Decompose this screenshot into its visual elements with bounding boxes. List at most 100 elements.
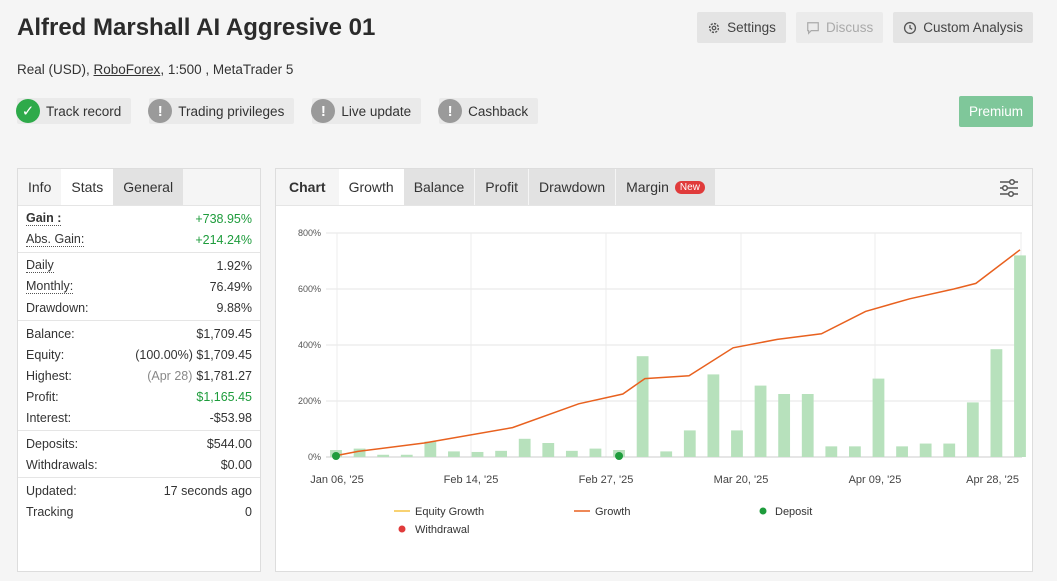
stat-withdrawals: Withdrawals: $0.00: [18, 454, 260, 475]
growth-line: [335, 249, 1021, 457]
badge-label: Trading privileges: [178, 103, 285, 119]
chart-bar: [518, 438, 531, 457]
monthly-label[interactable]: Monthly:: [26, 279, 74, 294]
stats-panel: Info Stats General Gain : +738.95% Abs. G…: [17, 168, 261, 572]
check-icon: ✓: [16, 99, 40, 123]
y-tick-label: 800%: [298, 228, 321, 238]
balance-label: Balance:: [26, 326, 75, 341]
drawdown-label: Drawdown:: [26, 300, 89, 315]
interest-label: Interest:: [26, 410, 72, 425]
chart-bar: [943, 443, 956, 457]
account-type: Real (USD),: [17, 62, 94, 77]
chart-bar: [589, 448, 602, 457]
withdrawals-value: $0.00: [220, 457, 252, 472]
stat-gain: Gain : +738.95%: [18, 208, 260, 229]
x-tick-label: Feb 14, '25: [444, 474, 499, 486]
stat-interest: Interest: -$53.98: [18, 407, 260, 428]
x-tick-label: Mar 20, '25: [714, 474, 769, 486]
new-badge: New: [674, 180, 705, 194]
page-title: Alfred Marshall AI Aggresive 01: [17, 14, 376, 41]
badge-trading-privileges[interactable]: ! Trading privileges: [148, 98, 295, 124]
clock-icon: [904, 21, 917, 34]
x-tick-label: Jan 06, '25: [310, 474, 363, 486]
y-tick-label: 600%: [298, 284, 321, 294]
deposit-group: Deposits: $544.00 Withdrawals: $0.00: [18, 431, 260, 478]
tab-info[interactable]: Info: [18, 169, 62, 205]
equity-percent: (100.00%): [135, 347, 193, 362]
chart-bar: [801, 394, 814, 457]
chart-bar: [707, 374, 720, 457]
broker-link[interactable]: RoboForex: [93, 62, 161, 77]
stat-balance: Balance: $1,709.45: [18, 323, 260, 344]
custom-analysis-button[interactable]: Custom Analysis: [893, 12, 1033, 43]
account-info: Real (USD), RoboForex, 1:500 , MetaTrade…: [17, 62, 293, 77]
badge-cashback[interactable]: ! Cashback: [438, 98, 539, 124]
deposits-value: $544.00: [206, 436, 252, 451]
chart-bar: [754, 385, 767, 457]
chart-bar: [966, 402, 979, 457]
highest-value: $1,781.27: [196, 368, 252, 383]
chart-heading: Chart: [289, 179, 326, 195]
stat-abs-gain: Abs. Gain: +214.24%: [18, 229, 260, 250]
daily-label[interactable]: Daily: [26, 258, 54, 273]
tracking-label: Tracking: [26, 504, 74, 519]
chart-bar: [660, 451, 673, 457]
equity-value: $1,709.45: [196, 347, 252, 362]
legend-deposit-label: Deposit: [775, 506, 812, 518]
discuss-button[interactable]: Discuss: [795, 12, 884, 43]
chat-icon: [807, 21, 819, 35]
stat-monthly: Monthly: 76.49%: [18, 276, 260, 297]
stat-tracking: Tracking 0: [18, 501, 260, 522]
monthly-value: 76.49%: [209, 279, 252, 294]
stat-highest: Highest: (Apr 28) $1,781.27: [18, 365, 260, 386]
chart-bar: [400, 454, 413, 457]
gain-value: +738.95%: [195, 211, 252, 226]
update-group: Updated: 17 seconds ago Tracking 0: [18, 478, 260, 524]
chart-bar: [990, 349, 1003, 457]
badge-track-record[interactable]: ✓ Track record: [16, 98, 132, 124]
abs-gain-label[interactable]: Abs. Gain:: [26, 232, 85, 247]
abs-gain-value: +214.24%: [195, 232, 252, 247]
equity-label: Equity:: [26, 347, 65, 362]
y-tick-label: 200%: [298, 396, 321, 406]
chart-bar: [542, 443, 555, 457]
discuss-label: Discuss: [825, 20, 874, 35]
tab-general[interactable]: General: [113, 169, 184, 205]
stats-tabs: Info Stats General: [18, 169, 260, 206]
tab-margin[interactable]: Margin New: [616, 169, 716, 205]
badge-label: Live update: [341, 103, 412, 119]
header-actions: Settings Discuss Custom Analysis: [697, 12, 1033, 43]
withdrawals-label: Withdrawals:: [26, 457, 98, 472]
tab-drawdown[interactable]: Drawdown: [528, 169, 617, 205]
chart-bar: [919, 443, 932, 457]
deposit-marker: [332, 452, 340, 460]
balance-group: Balance: $1,709.45 Equity: (100.00%) $1,70…: [18, 321, 260, 431]
chart-bar: [565, 450, 578, 457]
tab-profit[interactable]: Profit: [475, 169, 529, 205]
chart-bar: [683, 430, 696, 457]
legend-withdrawal-label: Withdrawal: [415, 524, 469, 536]
chart-bar: [495, 450, 507, 457]
x-tick-label: Apr 09, '25: [849, 474, 902, 486]
y-tick-label: 0%: [308, 452, 321, 462]
settings-button[interactable]: Settings: [697, 12, 786, 43]
badge-live-update[interactable]: ! Live update: [311, 98, 422, 124]
drawdown-value: 9.88%: [216, 300, 252, 315]
chart-bar: [424, 441, 437, 457]
tab-growth[interactable]: Growth: [338, 169, 404, 205]
tab-stats[interactable]: Stats: [61, 169, 114, 205]
y-tick-label: 400%: [298, 340, 321, 350]
gain-label[interactable]: Gain :: [26, 211, 62, 226]
chart-bar: [1014, 255, 1026, 457]
chart-bar: [849, 446, 861, 457]
premium-button[interactable]: Premium: [959, 96, 1033, 127]
growth-chart: 800% 600% 400% 200% 0% Jan 06, '25 Feb 14, '25…: [298, 228, 1026, 536]
rate-group: Daily 1.92% Monthly: 76.49% Drawdown: 9.88%: [18, 253, 260, 321]
chart-bar: [353, 448, 366, 457]
stat-profit: Profit: $1,165.45: [18, 386, 260, 407]
chart-bar: [471, 451, 484, 457]
tab-balance[interactable]: Balance: [403, 169, 476, 205]
filter-settings-icon[interactable]: [998, 177, 1020, 199]
chart-bar: [896, 446, 908, 457]
legend-equity-label: Equity Growth: [415, 506, 484, 518]
